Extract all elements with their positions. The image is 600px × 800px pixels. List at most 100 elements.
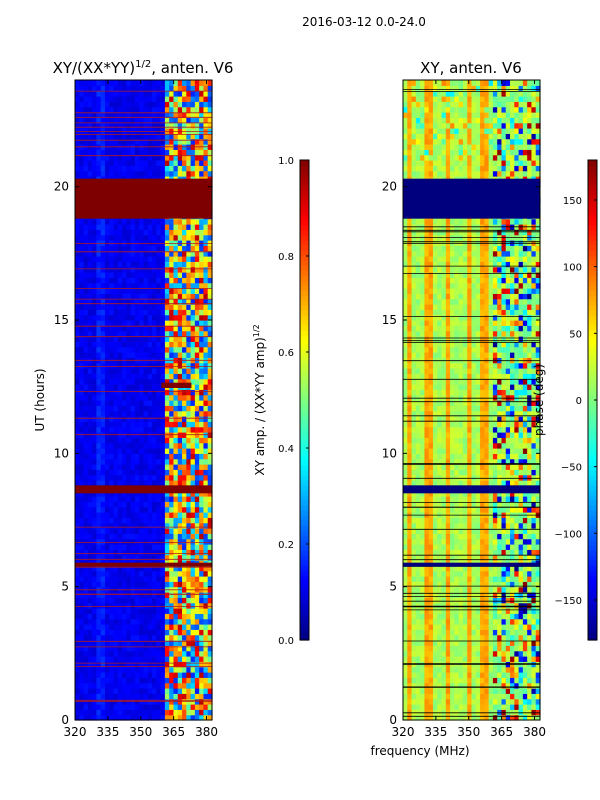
amp-heatmap-cell xyxy=(173,538,179,545)
amp-heatmap-cell xyxy=(92,442,98,449)
amp-heatmap-cell xyxy=(169,304,175,310)
amp-heatmap-cell xyxy=(104,512,110,518)
amp-heatmap-cell xyxy=(203,373,209,380)
phase-heatmap-cell xyxy=(411,677,417,684)
amp-heatmap-cell xyxy=(139,624,145,630)
phase-heatmap-cell xyxy=(445,618,451,625)
amp-heatmap-cell xyxy=(190,133,196,140)
amp-heatmap-cell xyxy=(203,693,209,700)
amp-heatmap-cell xyxy=(92,421,98,428)
amp-heatmap-cell xyxy=(177,170,183,177)
amp-heatmap-cell xyxy=(109,538,115,545)
amp-heatmap-cell xyxy=(203,645,209,652)
amp-heatmap-cell xyxy=(104,170,110,177)
amp-heatmap-cell xyxy=(156,528,162,534)
phase-heatmap-cell xyxy=(535,581,541,588)
amp-heatmap-cell xyxy=(139,592,145,598)
amp-heatmap-cell xyxy=(113,160,119,166)
amp-heatmap-cell xyxy=(104,106,110,113)
amp-heatmap-cell xyxy=(79,288,85,294)
amp-heatmap-cell xyxy=(207,229,213,236)
amp-heatmap-cell xyxy=(104,517,110,524)
amp-heatmap-cell xyxy=(160,378,166,385)
amp-heatmap-cell xyxy=(117,256,123,262)
amp-heatmap-cell xyxy=(109,85,115,92)
amp-heatmap-cell xyxy=(79,261,85,268)
amp-heatmap-cell xyxy=(182,565,187,572)
amp-heatmap-cell xyxy=(199,618,205,625)
amp-heatmap-cell xyxy=(186,362,192,369)
amp-heatmap-cell xyxy=(177,288,183,294)
amp-heatmap-cell xyxy=(134,282,140,289)
amp-heatmap-cell xyxy=(169,250,175,257)
phase-heatmap-cell xyxy=(497,586,503,593)
amp-heatmap-cell xyxy=(190,309,196,316)
phase-heatmap-cell xyxy=(484,656,490,662)
amp-heatmap-cell xyxy=(152,693,157,700)
amp-heatmap-cell xyxy=(104,346,110,353)
amp-heatmap-cell xyxy=(87,341,93,348)
phase-heatmap-cell xyxy=(403,677,408,684)
amp-heatmap-cell xyxy=(126,400,132,406)
phase-heatmap-cell xyxy=(467,624,473,630)
amp-heatmap-cell xyxy=(104,506,110,513)
amp-heatmap-cell xyxy=(203,410,209,417)
phase-heatmap-cell xyxy=(407,576,413,582)
amp-heatmap-cell xyxy=(75,597,80,604)
amp-heatmap-cell xyxy=(186,640,192,646)
phase-heatmap-cell xyxy=(467,645,473,652)
phase-heatmap-cell xyxy=(411,672,417,678)
amp-heatmap-cell xyxy=(130,245,136,252)
amp-heatmap-cell xyxy=(207,101,213,108)
amp-heatmap-cell xyxy=(126,688,132,694)
phase-heatmap-cell xyxy=(428,608,434,614)
amp-heatmap-cell xyxy=(147,410,153,417)
amp-heatmap-cell xyxy=(122,469,127,476)
amp-heatmap-cell xyxy=(190,128,196,134)
amp-heatmap-cell xyxy=(143,661,149,668)
amp-heatmap-cell xyxy=(152,282,157,289)
phase-heatmap-cell xyxy=(432,629,438,636)
phase-heatmap-cell xyxy=(441,608,447,614)
amp-colorbar-segment xyxy=(300,590,309,596)
phase-heatmap-cell xyxy=(403,565,408,572)
phase-heatmap-cell xyxy=(415,666,421,673)
amp-heatmap-cell xyxy=(147,581,153,588)
amp-heatmap-cell xyxy=(100,661,106,668)
phase-heatmap-cell xyxy=(522,704,528,710)
amp-heatmap-cell xyxy=(169,544,175,550)
amp-heatmap-cell xyxy=(182,368,187,374)
amp-heatmap-cell xyxy=(126,85,132,92)
phase-heatmap-cell xyxy=(432,624,438,630)
amp-heatmap-cell xyxy=(156,229,162,236)
amp-heatmap-cell xyxy=(100,368,106,374)
amp-heatmap-cell xyxy=(207,704,213,710)
amp-heatmap-cell xyxy=(147,421,153,428)
phase-heatmap-cell xyxy=(441,565,447,572)
amp-heatmap-cell xyxy=(182,85,187,92)
amp-heatmap-cell xyxy=(109,261,115,268)
amp-heatmap-cell xyxy=(126,549,132,556)
phase-heatmap-cell xyxy=(415,693,421,700)
amp-heatmap-cell xyxy=(169,448,175,454)
amp-heatmap-cell xyxy=(160,458,166,465)
amp-heatmap-cell xyxy=(152,330,157,337)
amp-heatmap-cell xyxy=(139,480,145,486)
amp-heatmap-cell xyxy=(190,325,196,332)
amp-heatmap-cell xyxy=(173,400,179,406)
amp-heatmap-cell xyxy=(113,554,119,561)
amp-heatmap-cell xyxy=(190,448,196,454)
amp-heatmap-cell xyxy=(109,581,115,588)
amp-heatmap-cell xyxy=(130,410,136,417)
amp-heatmap-cell xyxy=(147,448,153,454)
amp-heatmap-cell xyxy=(139,458,145,465)
amp-heatmap-cell xyxy=(143,272,149,278)
amp-heatmap-cell xyxy=(160,416,166,422)
amp-heatmap-cell xyxy=(177,400,183,406)
amp-heatmap-cell xyxy=(83,133,89,140)
phase-heatmap-cell xyxy=(403,592,408,598)
phase-heatmap-cell xyxy=(484,576,490,582)
amp-heatmap-cell xyxy=(104,400,110,406)
amp-heatmap-cell xyxy=(190,592,196,598)
amp-heatmap-cell xyxy=(130,693,136,700)
